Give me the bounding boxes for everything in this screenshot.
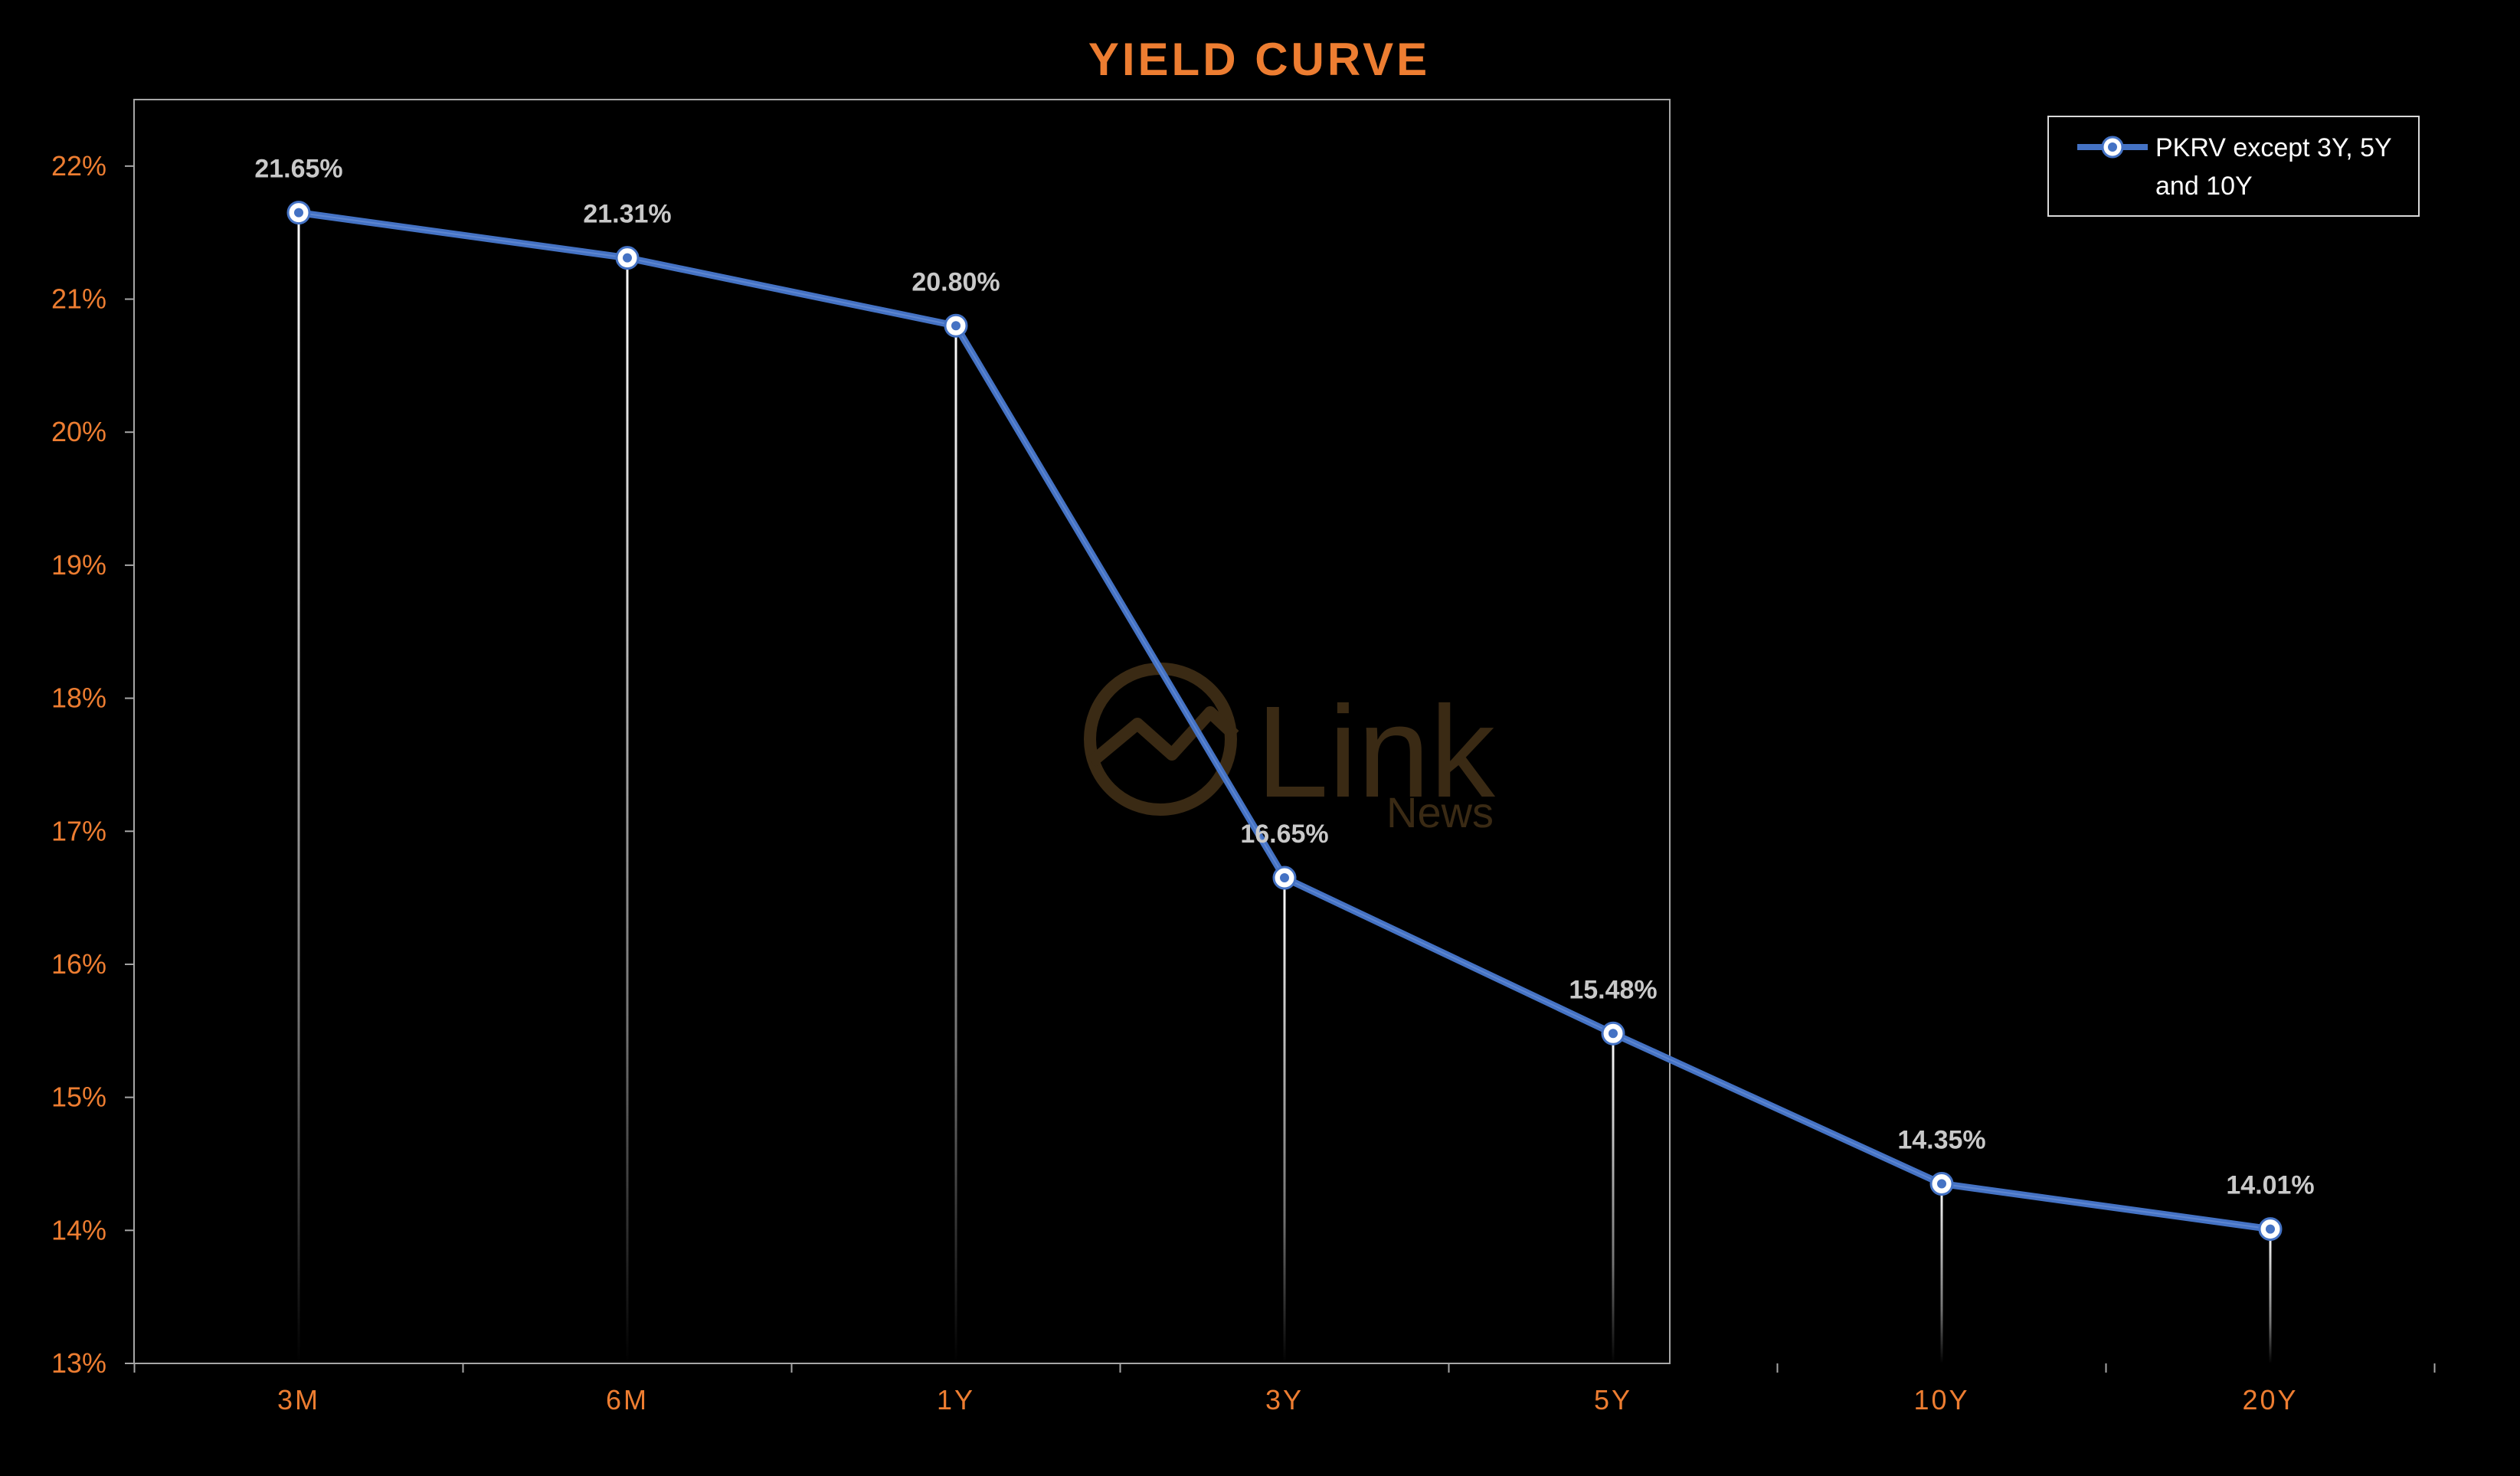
y-axis: 13% 14% 15% 16% 17% 18% 19% 20% 21% 22%	[51, 150, 134, 1379]
legend-label-line2: and 10Y	[2155, 172, 2253, 201]
data-label: 14.35%	[1897, 1126, 1985, 1155]
legend-label-line1: PKRV except 3Y, 5Y	[2155, 133, 2392, 162]
x-axis: 3M 6M 1Y 3Y 5Y 10Y 20Y	[133, 1363, 2436, 1415]
watermark-chart-icon	[1087, 706, 1239, 767]
drop-line	[1612, 1033, 1615, 1363]
data-label: 16.65%	[1240, 820, 1328, 849]
drop-line	[1940, 1183, 1943, 1363]
data-point-marker-center	[1937, 1179, 1946, 1189]
series-pkrv	[286, 201, 2283, 1242]
chart-title: YIELD CURVE	[1088, 34, 1430, 85]
data-labels: 21.65% 21.31% 20.80% 16.65% 15.48% 14.35% 14.0…	[254, 155, 2314, 1200]
drop-line	[1283, 878, 1286, 1363]
x-tick-label: 5Y	[1594, 1384, 1632, 1415]
x-tick-label: 3Y	[1265, 1384, 1304, 1415]
drop-line	[626, 257, 629, 1363]
y-tick-label: 20%	[51, 416, 106, 447]
x-tick-label: 3M	[277, 1384, 320, 1415]
y-tick-label: 18%	[51, 682, 106, 714]
x-tick-label: 10Y	[1913, 1384, 1969, 1415]
y-tick-label: 21%	[51, 283, 106, 315]
plot-area	[133, 99, 1671, 1364]
watermark-brand: Link	[1256, 679, 1496, 825]
drop-line	[954, 326, 957, 1363]
data-point-marker-center	[1280, 873, 1289, 883]
drop-line	[297, 212, 300, 1363]
x-tick-label: 20Y	[2242, 1384, 2298, 1415]
legend: PKRV except 3Y, 5Y and 10Y	[2047, 116, 2420, 217]
watermark-logo: Link News	[1084, 663, 1496, 836]
legend-box	[2047, 116, 2420, 217]
data-label: 14.01%	[2226, 1171, 2314, 1200]
x-tick-label: 1Y	[937, 1384, 975, 1415]
watermark-sub: News	[1386, 788, 1494, 836]
data-label: 15.48%	[1569, 975, 1657, 1004]
data-point-marker-center	[951, 321, 961, 331]
data-label: 20.80%	[911, 267, 1000, 296]
y-tick-label: 15%	[51, 1082, 106, 1113]
x-tick-label: 6M	[606, 1384, 649, 1415]
data-point-marker-center	[2266, 1224, 2275, 1234]
y-tick-label: 14%	[51, 1214, 106, 1245]
data-label: 21.65%	[254, 155, 342, 184]
y-tick-label: 13%	[51, 1347, 106, 1379]
drop-lines	[297, 212, 2272, 1363]
data-label: 21.31%	[583, 200, 671, 229]
y-tick-label: 17%	[51, 815, 106, 846]
y-tick-label: 19%	[51, 549, 106, 581]
y-tick-label: 16%	[51, 948, 106, 980]
data-point-marker-center	[1609, 1029, 1618, 1039]
data-point-marker-center	[623, 253, 632, 263]
y-tick-label: 22%	[51, 150, 106, 182]
drop-line	[2269, 1229, 2272, 1363]
data-point-marker-center	[294, 208, 303, 218]
legend-marker-center	[2108, 142, 2117, 152]
